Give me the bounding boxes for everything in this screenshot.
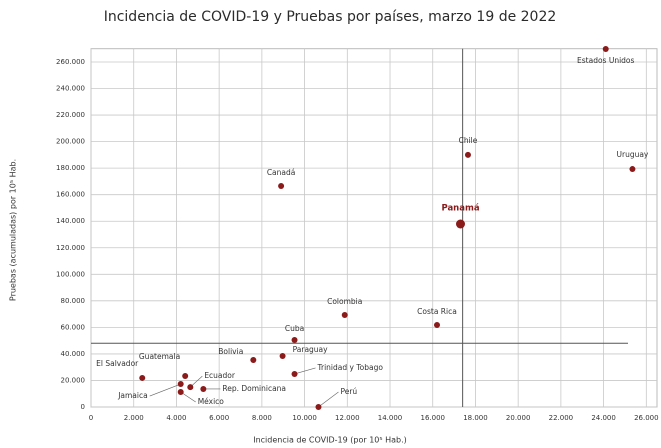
- y-tick-label: 40.000: [61, 350, 86, 358]
- y-tick-label: 60.000: [61, 323, 86, 331]
- point: [182, 372, 189, 379]
- point-label: Paraguay: [293, 345, 329, 354]
- x-tick-label: 24.000: [591, 414, 616, 422]
- y-tick-label: 240.000: [56, 85, 85, 93]
- point-label: Ecuador: [204, 371, 236, 380]
- x-tick-label: 20.000: [506, 414, 531, 422]
- chart-title: Incidencia de COVID-19 y Pruebas por paí…: [104, 9, 557, 25]
- x-tick-label: 0: [89, 414, 93, 422]
- y-tick-label: 160.000: [56, 191, 85, 199]
- y-tick-label: 200.000: [56, 138, 85, 146]
- point-label: Bolivia: [218, 347, 243, 356]
- leader-line: [318, 391, 339, 408]
- y-tick-label: 100.000: [56, 270, 85, 278]
- x-tick-label: 14.000: [378, 414, 403, 422]
- point-label: Trinidad y Tobago: [317, 363, 384, 372]
- point-label: Costa Rica: [417, 307, 457, 316]
- point-label: Panamá: [441, 204, 479, 214]
- point: [464, 151, 471, 158]
- point: [250, 357, 257, 364]
- y-tick-label: 140.000: [56, 217, 85, 225]
- y-tick-label: 20.000: [61, 376, 86, 384]
- point-label: Rep. Dominicana: [222, 384, 286, 393]
- point: [315, 404, 322, 410]
- point-label: Canadá: [267, 168, 296, 177]
- point: [291, 370, 298, 377]
- leader-line: [294, 367, 316, 375]
- y-axis-label: Pruebas (acumuladas) por 10⁵ Hab.: [9, 159, 18, 301]
- x-tick-label: 18.000: [463, 414, 488, 422]
- point-label: El Salvador: [96, 359, 139, 368]
- x-tick-label: 8.000: [252, 414, 272, 422]
- point: [456, 219, 466, 229]
- y-tick-label: 180.000: [56, 164, 85, 172]
- leader-line: [180, 391, 196, 403]
- y-tick-label: 220.000: [56, 111, 85, 119]
- point: [279, 353, 286, 360]
- point-label: México: [198, 397, 225, 406]
- point: [139, 374, 146, 381]
- x-tick-label: 26.000: [634, 414, 659, 422]
- point-label: Uruguay: [617, 150, 649, 159]
- point: [602, 45, 609, 52]
- point-label: Perú: [340, 387, 357, 396]
- point: [291, 336, 298, 343]
- point: [177, 381, 184, 388]
- x-tick-label: 2.000: [124, 414, 144, 422]
- point-label: Guatemala: [139, 352, 180, 361]
- x-tick-label: 4.000: [166, 414, 186, 422]
- y-tick-label: 120.000: [56, 244, 85, 252]
- y-tick-label: 80.000: [61, 297, 86, 305]
- point-label: Cuba: [285, 324, 304, 333]
- point-label: Jamaica: [117, 391, 148, 400]
- point: [341, 312, 348, 319]
- point: [278, 183, 285, 190]
- point-label: Estados Unidos: [577, 56, 634, 65]
- x-tick-label: 12.000: [335, 414, 360, 422]
- x-tick-label: 16.000: [420, 414, 445, 422]
- point: [177, 389, 184, 396]
- x-tick-label: 6.000: [209, 414, 229, 422]
- point: [629, 166, 636, 173]
- x-axis-label: Incidencia de COVID-19 (por 10⁵ Hab.): [253, 436, 407, 445]
- point-label: Chile: [459, 136, 478, 145]
- y-tick-label: 260.000: [56, 58, 85, 66]
- x-tick-label: 22.000: [549, 414, 574, 422]
- point-label: Colombia: [327, 297, 362, 306]
- y-tick-label: 0: [81, 403, 85, 411]
- point: [434, 321, 441, 328]
- point: [187, 384, 194, 391]
- x-tick-label: 10.000: [292, 414, 317, 422]
- leader-line: [149, 383, 181, 397]
- point: [200, 385, 207, 392]
